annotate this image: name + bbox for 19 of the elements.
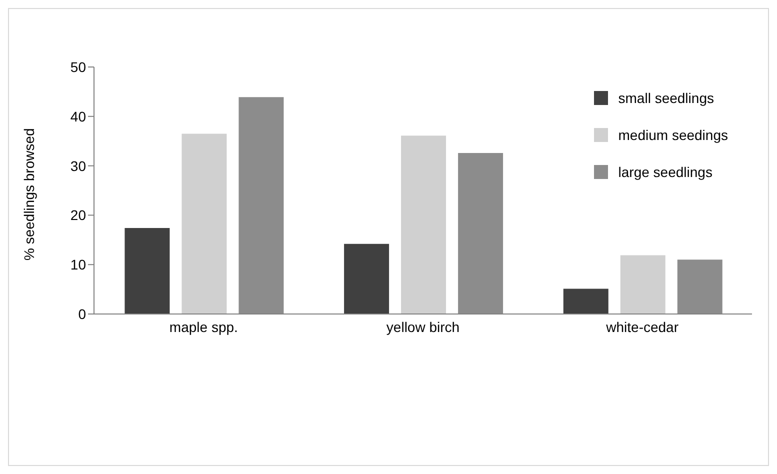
y-tick-label: 10 [70,256,86,273]
bar [124,228,170,314]
legend-label: small seedlings [618,90,714,106]
y-tick-label: 50 [70,58,86,75]
y-tick-label: 40 [70,108,86,124]
y-tick-label: 30 [70,158,86,174]
x-tick-label: white-cedar [605,318,679,335]
y-axis-title: % seedlings browsed [20,128,37,260]
bar [563,288,608,314]
y-tick-label: 20 [70,207,86,224]
y-tick-label: 0 [78,306,86,322]
legend-label: large seedlings [618,164,712,180]
bar [344,244,390,314]
bar [620,255,666,314]
x-tick-label: yellow birch [386,318,460,335]
bar [182,134,227,314]
bar [401,136,446,314]
x-tick-label: maple spp. [169,318,238,335]
legend-label: medium seedings [618,126,728,142]
